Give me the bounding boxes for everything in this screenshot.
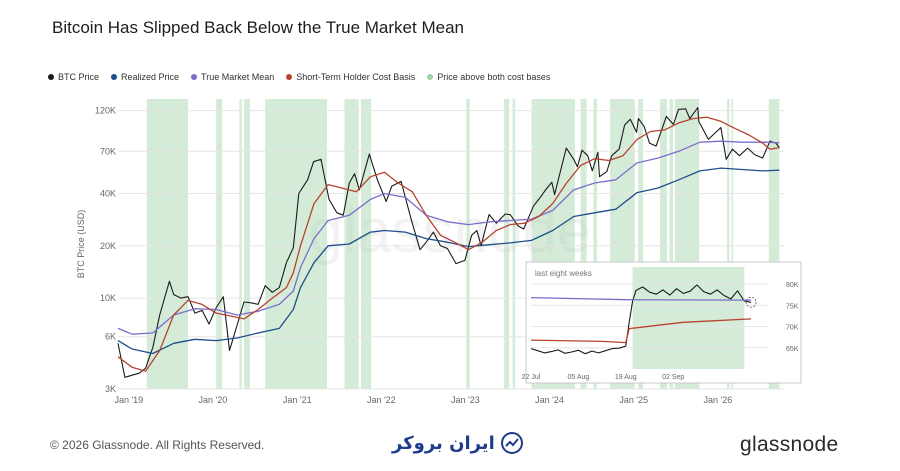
main-x-tick-label: Jan '21 bbox=[283, 395, 312, 405]
legend-item-btc-price[interactable]: BTC Price bbox=[48, 72, 99, 82]
inset-y-tick-label: 75K bbox=[786, 303, 799, 310]
inset-series-line-short-term-holder-cost-basis bbox=[530, 318, 752, 344]
main-shaded-range bbox=[669, 99, 673, 389]
main-shaded-range bbox=[466, 99, 470, 389]
inset-y-tick-label: 70K bbox=[786, 325, 799, 332]
legend-item-realized-price[interactable]: Realized Price bbox=[111, 72, 179, 82]
legend-item-price-above-both[interactable]: Price above both cost bases bbox=[427, 72, 550, 82]
legend-item-sth-cost-basis[interactable]: Short-Term Holder Cost Basis bbox=[286, 72, 415, 82]
main-y-tick-label: 20K bbox=[100, 241, 116, 251]
legend-swatch bbox=[427, 74, 434, 80]
main-x-tick-label: Jan '19 bbox=[114, 395, 143, 405]
main-series-line-realized-price bbox=[117, 167, 780, 355]
inset-x-tick-label: 05 Aug bbox=[567, 374, 589, 381]
main-x-tick-label: Jan '20 bbox=[199, 395, 228, 405]
main-y-tick-label: 6K bbox=[105, 332, 116, 342]
main-shaded-range bbox=[265, 99, 327, 389]
legend-swatch bbox=[111, 74, 118, 80]
main-shaded-range bbox=[731, 99, 734, 389]
watermark: glassnode bbox=[309, 197, 592, 266]
main-shaded-range bbox=[361, 99, 372, 389]
main-shaded-range bbox=[504, 99, 510, 389]
main-x-tick-label: Jan '24 bbox=[535, 395, 564, 405]
legend-label: Price above both cost bases bbox=[437, 72, 551, 82]
legend-swatch bbox=[48, 74, 54, 80]
inset-last-point-marker bbox=[745, 296, 757, 308]
chart-up-icon bbox=[500, 432, 523, 454]
inset-x-tick-label: 19 Aug bbox=[615, 374, 637, 381]
inset-series-line-true-market-mean bbox=[530, 296, 752, 301]
main-shaded-range bbox=[580, 99, 587, 389]
main-y-tick-label: 40K bbox=[100, 189, 116, 199]
main-shaded-range bbox=[344, 99, 359, 389]
main-x-tick-label: Jan '26 bbox=[704, 395, 733, 405]
legend-item-true-market-mean[interactable]: True Market Mean bbox=[191, 72, 274, 82]
inset-y-tick-label: 80K bbox=[786, 282, 799, 289]
legend-label: Realized Price bbox=[121, 72, 180, 82]
main-shaded-range bbox=[216, 99, 223, 389]
main-y-tick-label: 120K bbox=[95, 106, 116, 116]
main-shaded-range bbox=[638, 99, 644, 389]
partner-logo-text: ایران بروکر bbox=[392, 432, 495, 454]
main-shaded-range bbox=[512, 99, 516, 389]
inset-x-tick-label: 22 Jul bbox=[522, 374, 541, 381]
main-x-tick-label: Jan '23 bbox=[451, 395, 480, 405]
inset-plot-area: last eight weeks 65K 70K 75K 80K 22 Jul 05 Aug… bbox=[522, 261, 802, 384]
main-shaded-range bbox=[727, 99, 730, 389]
legend: BTC Price Realized Price True Market Mea… bbox=[48, 72, 550, 82]
main-y-tick-label: 3K bbox=[105, 384, 116, 394]
legend-label: True Market Mean bbox=[201, 72, 275, 82]
inset-x-tick-label: 02 Sep bbox=[662, 374, 684, 381]
y-axis-label: BTC Price (USD) bbox=[76, 210, 86, 279]
main-x-tick-label: Jan '22 bbox=[367, 395, 396, 405]
main-x-tick-label: Jan '25 bbox=[619, 395, 648, 405]
inset-panel bbox=[525, 261, 802, 384]
main-shaded-range bbox=[593, 99, 597, 389]
main-series-line-short-term-holder-cost-basis bbox=[117, 116, 780, 372]
chart-title: Bitcoin Has Slipped Back Below the True … bbox=[52, 18, 464, 37]
legend-swatch bbox=[191, 74, 198, 80]
main-y-tick-label: 10K bbox=[100, 293, 116, 303]
main-shaded-range bbox=[239, 99, 242, 389]
inset-panel-title: last eight weeks bbox=[535, 269, 592, 278]
main-series-line-btc-price bbox=[117, 107, 780, 378]
inset-series-line-btc-price bbox=[530, 284, 752, 355]
glassnode-logo: glassnode bbox=[740, 433, 839, 456]
legend-label: Short-Term Holder Cost Basis bbox=[296, 72, 416, 82]
main-shaded-range bbox=[146, 99, 189, 389]
legend-label: BTC Price bbox=[58, 72, 100, 82]
partner-logo: ایران بروکر bbox=[392, 432, 523, 454]
main-shaded-range bbox=[244, 99, 251, 389]
main-shaded-range bbox=[768, 99, 780, 389]
inset-shaded-range bbox=[632, 267, 745, 369]
legend-swatch bbox=[286, 74, 293, 80]
inset-y-tick-label: 65K bbox=[786, 346, 799, 353]
main-y-tick-label: 70K bbox=[100, 146, 116, 156]
main-shaded-range bbox=[660, 99, 667, 389]
copyright: © 2026 Glassnode. All Rights Reserved. bbox=[50, 438, 265, 452]
